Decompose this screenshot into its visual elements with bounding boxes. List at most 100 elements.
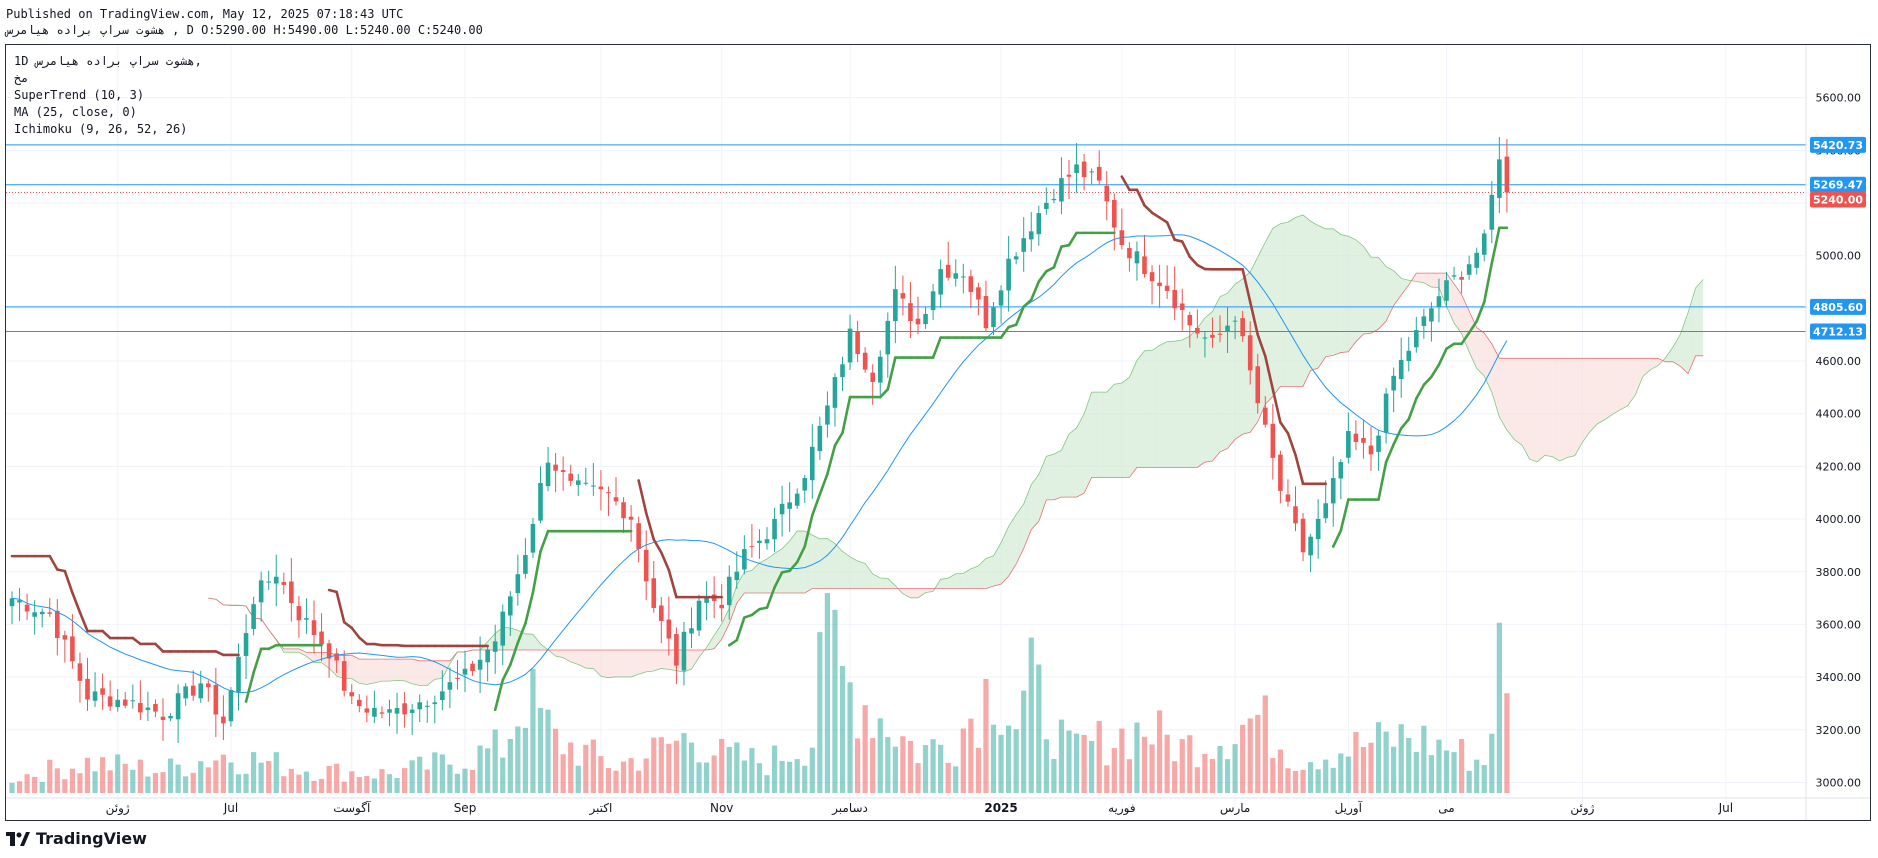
candle-body (591, 485, 596, 487)
supertrend-up-segment (1067, 231, 1078, 247)
cloud-segment-bullish (789, 531, 798, 594)
candle-body (1489, 194, 1495, 230)
cloud-segment-bearish (653, 650, 662, 672)
cloud-segment-bearish (283, 648, 292, 653)
volume-bar (1459, 739, 1465, 793)
volume-bar (1021, 690, 1027, 793)
candle-body (402, 703, 407, 715)
time-tick-label: دسامبر (831, 801, 868, 816)
candle-body (802, 478, 808, 491)
candle-body (1361, 437, 1366, 443)
price-tag-label: 4805.60 (1813, 301, 1863, 314)
volume-bar (598, 756, 604, 793)
candle-body (621, 502, 626, 519)
candle-body (787, 502, 792, 509)
volume-bar (54, 768, 60, 793)
horizontal-lines (6, 144, 1806, 333)
price-tick-label: 3400.00 (1816, 671, 1862, 684)
candle-body (689, 628, 694, 634)
candle-body (190, 685, 196, 696)
candle-body (674, 633, 679, 666)
candle-body (840, 364, 845, 378)
volume-bar (122, 763, 128, 793)
supertrend-up-segment (727, 638, 739, 647)
cloud-segment-bearish (381, 659, 390, 682)
volume-bar (666, 743, 672, 793)
candle-body (1300, 518, 1306, 553)
volume-bar (303, 771, 310, 793)
candle-body (991, 307, 996, 328)
cloud-segment-bullish (1371, 257, 1379, 334)
volume-bar (741, 760, 747, 793)
legend-ma[interactable]: MA (25, close, 0) (14, 105, 137, 119)
legend-supertrend[interactable]: SuperTrend (10, 3) (14, 88, 145, 102)
candle-body (122, 699, 128, 706)
candle-body (908, 303, 913, 322)
supertrend-down-segment (1248, 300, 1260, 337)
cloud-segment-bullish (1197, 317, 1205, 468)
volume-bar (1164, 734, 1170, 793)
candle-body (455, 677, 460, 679)
candle-body (719, 604, 724, 609)
candle-body (643, 549, 649, 582)
supertrend-up-segment (1331, 529, 1343, 548)
candle-body (1398, 360, 1404, 380)
cloud-segment-bearish (1499, 358, 1507, 430)
price-tags: 5420.73 5269.47 4805.60 4712.13 5240.00 (1810, 136, 1866, 340)
candle-body (1225, 325, 1230, 331)
legend-ichimoku[interactable]: Ichimoku (9, 26, 52, 26) (14, 122, 188, 136)
volume-bar (1466, 770, 1472, 793)
candle-body (915, 318, 921, 325)
volume-bar (862, 705, 868, 793)
cloud-segment-bullish (1023, 484, 1032, 549)
candle-body (296, 606, 302, 621)
cloud-segment-bullish (1680, 312, 1689, 374)
candle-body (1330, 478, 1336, 504)
supertrend-up-segment (841, 395, 852, 435)
supertrend-down-segment (342, 620, 354, 630)
candle-body (1021, 238, 1026, 252)
cloud-segment-bullish (1136, 350, 1145, 468)
volume-bar (205, 767, 211, 793)
cloud-segment-bearish (1491, 343, 1500, 418)
candle-body (145, 707, 151, 711)
volume-bar (507, 738, 513, 793)
volume-bar (175, 764, 181, 793)
candle-body (666, 619, 672, 639)
candle-body (938, 269, 943, 295)
tradingview-logo[interactable]: TradingView (6, 829, 147, 848)
candle-body (1066, 174, 1072, 177)
cloud-segment-bullish (955, 573, 964, 589)
volume-bar (152, 773, 159, 793)
candle-body (1179, 303, 1185, 311)
candle-body (1013, 256, 1019, 260)
volume-bar (296, 774, 302, 793)
cloud-segment-bullish (1016, 503, 1024, 565)
volume-bar (198, 761, 204, 793)
candle-body (168, 715, 173, 719)
candle-body (364, 708, 370, 713)
volume-bar (1051, 758, 1057, 793)
cloud-segment-bullish (1318, 225, 1326, 369)
supertrend-down-segment (637, 479, 648, 515)
cloud-segment-bearish (1514, 358, 1522, 446)
volume-bar (1134, 722, 1140, 793)
cloud-segment-bullish (1121, 377, 1130, 478)
cloud-segment-bearish (1506, 358, 1515, 440)
supertrend-up-segment (1052, 245, 1063, 269)
cloud-segment-bullish (819, 538, 828, 589)
candle-body (1240, 318, 1245, 337)
supertrend-up-segment (539, 529, 550, 553)
cloud-segment-bearish (1620, 358, 1628, 410)
candle-body (734, 571, 740, 581)
volume-bars (9, 593, 1510, 793)
cloud-segment-bearish (291, 648, 299, 653)
volume-bar (688, 742, 695, 793)
candle-body (175, 693, 181, 720)
volume-bar (673, 740, 679, 793)
chart-frame[interactable] (5, 44, 1871, 821)
volume-bar (1232, 744, 1238, 793)
cloud-segment-bullish (1129, 360, 1137, 478)
volume-bar (620, 761, 627, 793)
